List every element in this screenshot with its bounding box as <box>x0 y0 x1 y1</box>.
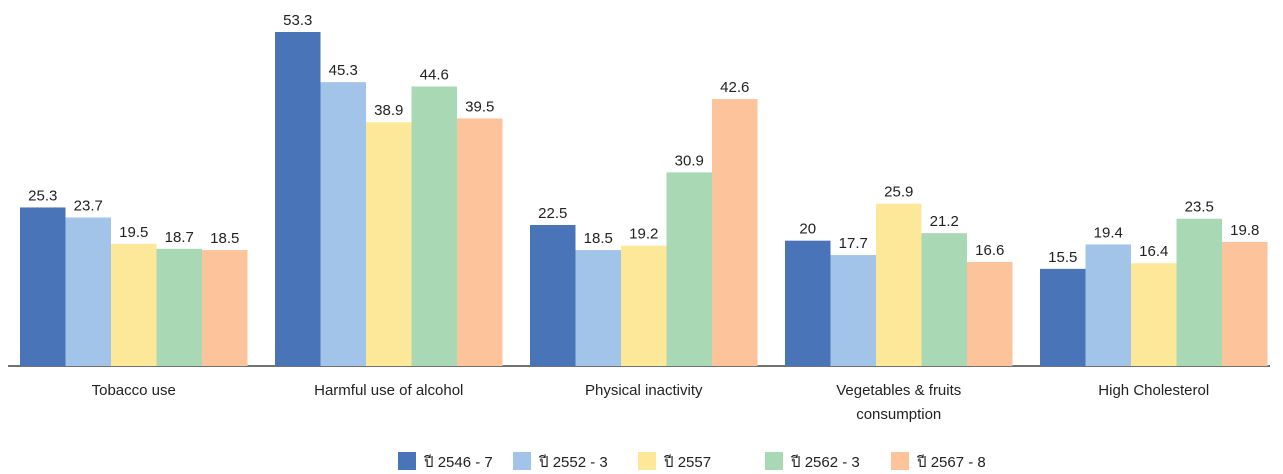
legend-swatch <box>398 452 416 470</box>
bar <box>1085 244 1131 366</box>
bar <box>921 233 967 366</box>
value-label: 53.3 <box>283 12 312 29</box>
bar <box>65 217 111 366</box>
value-label: 19.8 <box>1230 222 1259 239</box>
value-label: 19.2 <box>629 226 658 243</box>
bar <box>830 255 876 366</box>
legend-label: ปี 2552 - 3 <box>538 454 608 471</box>
bar <box>275 32 321 366</box>
value-label: 39.5 <box>465 98 494 115</box>
legend-swatch <box>891 452 909 470</box>
category-label: Harmful use of alcohol <box>314 382 464 399</box>
value-label: 18.5 <box>584 230 613 247</box>
bar <box>530 225 576 366</box>
bar <box>967 261 1013 366</box>
bar <box>575 250 621 366</box>
value-label: 16.4 <box>1139 243 1168 260</box>
category-label: High Cholesterol <box>1098 382 1210 399</box>
bar <box>1176 218 1222 366</box>
category-label: Tobacco use <box>91 382 176 399</box>
legend-label: ปี 2557 <box>663 454 711 471</box>
legend-swatch <box>513 452 531 470</box>
bar <box>411 86 457 366</box>
value-label: 15.5 <box>1048 249 1077 266</box>
bar <box>876 203 922 366</box>
value-label: 25.9 <box>884 184 913 201</box>
value-label: 18.5 <box>210 230 239 247</box>
bar <box>785 240 831 366</box>
value-label: 38.9 <box>374 102 403 119</box>
value-label: 25.3 <box>28 187 57 204</box>
bar <box>457 118 503 366</box>
value-label: 22.5 <box>538 205 567 222</box>
bar <box>1040 268 1086 366</box>
value-label: 16.6 <box>975 242 1004 259</box>
value-label: 45.3 <box>329 62 358 79</box>
bar <box>20 207 66 366</box>
bar <box>202 250 248 366</box>
bar <box>1222 241 1268 366</box>
category-label: Vegetables & fruits consumption <box>836 382 962 423</box>
value-label: 19.4 <box>1094 224 1123 241</box>
value-label: 44.6 <box>420 67 449 84</box>
value-label: 42.6 <box>720 79 749 96</box>
bar <box>111 243 157 366</box>
legend-swatch <box>638 452 656 470</box>
value-label: 21.2 <box>930 213 959 230</box>
bar <box>621 245 667 366</box>
category-label: Physical inactivity <box>584 382 703 399</box>
legend-swatch <box>765 452 783 470</box>
bar <box>1131 263 1177 366</box>
value-label: 23.5 <box>1185 199 1214 216</box>
bar <box>320 82 366 366</box>
value-label: 23.7 <box>74 197 103 214</box>
legend-label: ปี 2546 - 7 <box>423 454 493 471</box>
bar <box>666 172 712 366</box>
value-label: 20 <box>799 221 816 238</box>
legend-label: ปี 2562 - 3 <box>790 454 860 471</box>
value-label: 19.5 <box>119 224 148 241</box>
bar <box>712 99 758 366</box>
legend-label: ปี 2567 - 8 <box>916 454 986 471</box>
bar <box>156 248 202 366</box>
value-label: 30.9 <box>675 152 704 169</box>
value-label: 18.7 <box>165 229 194 246</box>
value-label: 17.7 <box>839 235 868 252</box>
bar <box>366 122 412 367</box>
